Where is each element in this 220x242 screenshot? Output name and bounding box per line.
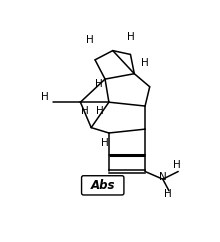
Text: H: H [81, 106, 89, 116]
Text: H: H [164, 189, 172, 199]
Text: H: H [173, 159, 181, 170]
Text: H: H [101, 138, 109, 148]
Text: H: H [41, 92, 49, 102]
Text: Abs: Abs [90, 179, 115, 192]
Text: H: H [96, 106, 104, 116]
Text: H: H [86, 35, 93, 45]
Text: H: H [95, 79, 103, 90]
FancyBboxPatch shape [82, 176, 124, 195]
Text: H: H [141, 58, 149, 68]
Text: N: N [159, 172, 167, 182]
Text: H: H [127, 32, 135, 42]
